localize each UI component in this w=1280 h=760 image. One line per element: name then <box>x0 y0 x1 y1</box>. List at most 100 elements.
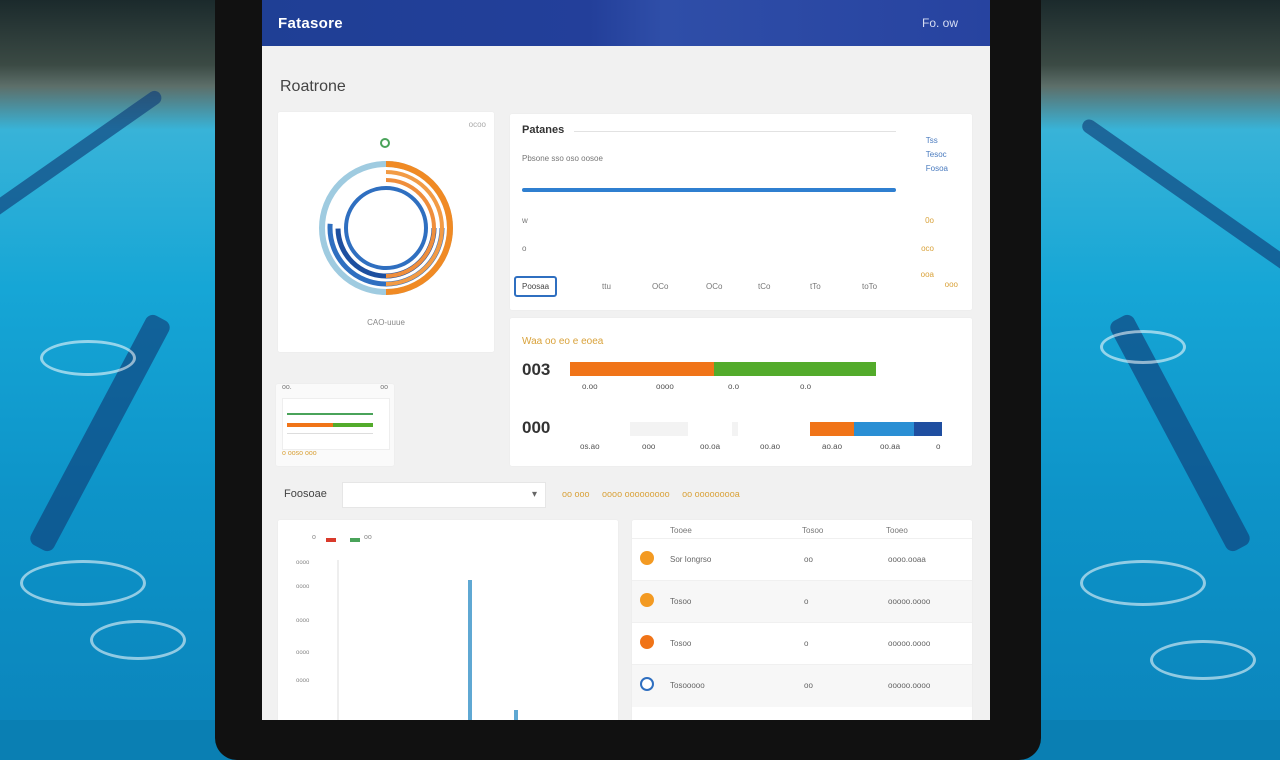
mini-chart-thumbnail[interactable]: oo. oo o ooso ooo <box>276 384 394 466</box>
chevron-down-icon: ▾ <box>531 489 537 500</box>
water-caustic <box>40 340 136 376</box>
app-title: Fatasore <box>278 14 343 32</box>
row-name: Tosoo <box>670 597 692 606</box>
row-name: Tosoo <box>670 639 692 648</box>
thumb-line <box>287 433 373 434</box>
bar-row-number: 000 <box>522 418 551 437</box>
divider <box>574 131 896 132</box>
progress-card-title: Patanes <box>522 124 565 136</box>
legend-item: Tesoc <box>925 150 947 159</box>
row-date: oooo.ooaa <box>888 555 926 564</box>
row-name: Sor Iongrso <box>670 555 712 564</box>
filter-label: Foosoae <box>284 488 327 500</box>
legend-swatch-red <box>326 538 336 542</box>
status-dot-icon <box>380 138 390 148</box>
bar-segment-empty <box>732 422 738 436</box>
tab[interactable]: tTo <box>810 282 821 291</box>
row-date: ooooo.oooo <box>888 681 931 690</box>
water-caustic <box>1080 560 1206 606</box>
bar-segment-green <box>714 362 876 376</box>
table-row[interactable]: Tosoo o ooooo.oooo <box>632 580 972 623</box>
lane-rope-right <box>1079 116 1280 278</box>
legend-item: Fosoa <box>925 164 948 173</box>
row-value: oo <box>804 681 813 690</box>
y-tick: oooo <box>296 618 310 624</box>
row-value: oo <box>804 555 813 564</box>
progress-legend: Tss Tesoc Fosoa <box>926 134 948 176</box>
bars-card: Waa oo eo e eoea 003 o.oo oooo o.o o.o 0… <box>510 318 972 466</box>
page-title: Roatrone <box>280 78 346 95</box>
water-caustic <box>90 620 186 660</box>
tab[interactable]: OCo <box>652 282 669 291</box>
bar-segment-blue <box>854 422 914 436</box>
orange-badge-icon <box>640 635 654 649</box>
legend-item: Tss <box>925 136 938 145</box>
orange-badge-icon <box>640 593 654 607</box>
row-value: o <box>804 639 809 648</box>
water-caustic <box>20 560 146 606</box>
filter-link[interactable]: oo ooooooooa <box>682 489 740 499</box>
table-header: Tooeo <box>886 526 908 535</box>
table-row[interactable]: Sor Iongrso oo oooo.ooaa <box>632 538 972 581</box>
donut-ring-inner <box>344 186 428 270</box>
bar-label: oo.oa <box>700 442 721 451</box>
bar-label: os.ao <box>580 442 600 451</box>
thumb-title: oo. <box>282 384 292 391</box>
table-card: Tooee Tosoo Tooeo Sor Iongrso oo oooo.oo… <box>632 520 972 720</box>
thumb-footer: o ooso ooo <box>282 450 317 457</box>
donut-caption: CAO-uuue <box>367 318 405 327</box>
tab[interactable]: tCo <box>758 282 771 291</box>
bar-label: oo.aa <box>880 442 901 451</box>
tab[interactable]: OCo <box>706 282 723 291</box>
row-value: o <box>804 597 809 606</box>
filter-links: oo ooo oooo ooooooooo oo ooooooooa <box>562 489 750 499</box>
water-caustic <box>1100 330 1186 364</box>
row-name: Tosooooo <box>670 681 705 690</box>
table-header: Tosoo <box>802 526 824 535</box>
bar-label: ooo <box>642 442 656 451</box>
right-value: ooo <box>944 280 958 289</box>
y-tick: oooo <box>296 650 310 656</box>
orange-badge-icon <box>640 551 654 565</box>
blue-badge-icon <box>640 677 654 691</box>
donut-hole <box>352 194 420 262</box>
progress-card-subtitle: Pbsone sso oso oosoe <box>522 154 603 163</box>
tab[interactable]: ttu <box>602 282 611 291</box>
y-tick: oooo <box>296 560 310 566</box>
right-value: 0o <box>925 216 934 225</box>
bar-segment-navy <box>914 422 942 436</box>
axis-label: w <box>522 216 528 225</box>
donut-card: ocoo CAO-uuue <box>278 112 494 352</box>
legend-label: o <box>312 534 316 541</box>
axis-label: o <box>522 244 527 253</box>
tab[interactable]: toTo <box>862 282 878 291</box>
donut-chart <box>319 161 453 295</box>
bar-label: ao.ao <box>822 442 843 451</box>
bar-segment-orange <box>810 422 854 436</box>
tab-active[interactable]: Poosaa <box>514 276 558 297</box>
filter-dropdown[interactable]: ▾ <box>342 482 546 508</box>
top-right-menu[interactable]: Fo. ow <box>921 16 958 30</box>
donut-arc-orange-3 <box>385 178 436 278</box>
tablet-screen: Fatasore Fo. ow Roatrone ocoo CAO-uuue P… <box>262 0 990 720</box>
table-row[interactable]: Tosooooo oo ooooo.oooo <box>632 664 972 707</box>
top-bar: Fatasore Fo. ow <box>262 0 990 46</box>
thumb-right-label: oo <box>380 384 388 391</box>
right-value: ooa <box>920 270 934 279</box>
line-chart-card: o oo oooo oooo oooo oooo oooo <box>278 520 618 720</box>
bar-label: o.o <box>728 382 740 391</box>
row-date: ooooo.oooo <box>888 597 931 606</box>
bar-label: o <box>936 442 941 451</box>
bar-label: o.o <box>800 382 812 391</box>
donut-arc-orange-2 <box>385 170 444 286</box>
bar-segment-empty <box>630 422 688 436</box>
table-row[interactable]: Tosoo o ooooo.oooo <box>632 622 972 665</box>
filter-link[interactable]: oooo ooooooooo <box>602 489 670 499</box>
legend-swatch-green <box>350 538 360 542</box>
thumb-line <box>333 423 373 427</box>
donut-arc-orange-1 <box>385 161 453 295</box>
progress-tabs: Poosaa ttu OCo OCo tCo tTo toTo <box>510 276 972 304</box>
bar-label: oooo <box>656 382 674 391</box>
lane-rope-left <box>0 88 165 226</box>
filter-link[interactable]: oo ooo <box>562 489 590 499</box>
